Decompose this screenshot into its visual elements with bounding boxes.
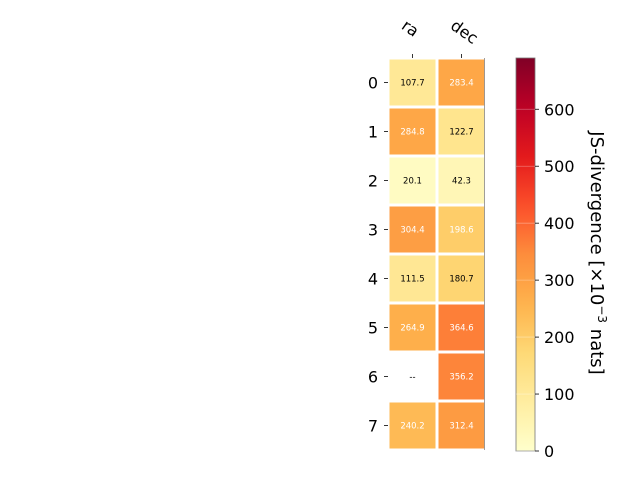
row-tick-label: 1: [368, 123, 378, 142]
heatmap-cell-label: 283.4: [449, 79, 473, 89]
colorbar-tick-label: 100: [544, 385, 575, 404]
colorbar-tick-label: 500: [544, 157, 575, 176]
heatmap-cell-label: 20.1: [403, 177, 422, 187]
colorbar: 0 100 200 300 400 500 600 JS-divergence [×10−3…: [515, 57, 609, 461]
heatmap-cell: [389, 402, 436, 449]
row-tick-labels: 0 1 2 3 4 5 6 7: [368, 74, 388, 436]
colorbar-tick-label: 200: [544, 328, 575, 347]
row-tick-label: 2: [368, 172, 378, 191]
row-tick-label: 6: [368, 368, 378, 387]
heatmap-cell: [389, 108, 436, 155]
heatmap-cell-label: 107.7: [400, 79, 424, 89]
colorbar-gradient: [515, 57, 536, 452]
heatmap-cell-label: 111.5: [400, 275, 424, 285]
heatmap-cell: [438, 108, 485, 155]
colorbar-tick-label: 600: [544, 100, 575, 119]
heatmap-cell: [438, 255, 485, 302]
heatmap-cell-label: 180.7: [449, 275, 473, 285]
colorbar-ticks: 0 100 200 300 400 500 600: [516, 100, 575, 461]
row-tick-label: 5: [368, 319, 378, 338]
heatmap-cell: [438, 353, 485, 400]
heatmap-cell: [438, 402, 485, 449]
heatmap-cell-label: 240.2: [400, 422, 424, 432]
heatmap-cell: [389, 304, 436, 351]
heatmap-cell: [389, 206, 436, 253]
heatmap-cell: [438, 304, 485, 351]
heatmap-cell: [389, 157, 436, 204]
heatmap-cell: [438, 157, 485, 204]
heatmap-cell: [389, 255, 436, 302]
column-tick-label: ra: [398, 16, 422, 41]
heatmap-cell: [389, 59, 436, 106]
column-tick-label: dec: [447, 16, 481, 48]
heatmap-cell-label: 42.3: [452, 177, 471, 187]
colorbar-label: JS-divergence [×10−3 nats]: [586, 130, 609, 374]
heatmap-cell-label: 304.4: [400, 226, 424, 236]
heatmap-cell-label: 284.8: [400, 128, 424, 138]
heatmap-cell-label: 364.6: [449, 324, 473, 334]
heatmap-cell-label: --: [409, 373, 415, 383]
colorbar-tick-label: 300: [544, 271, 575, 290]
row-tick-label: 4: [368, 270, 378, 289]
column-tick-labels: ra dec: [398, 16, 482, 58]
heatmap-cell-label: 356.2: [449, 373, 473, 383]
heatmap-cell: [438, 59, 485, 106]
heatmap-cell-label: 264.9: [400, 324, 424, 334]
colorbar-tick-label: 0: [544, 442, 554, 461]
heatmap-cells: 107.7 283.4 284.8 122.7 20.1 42.3 304.4 198.6 11…: [389, 59, 485, 449]
heatmap-cell-label: 198.6: [449, 226, 473, 236]
colorbar-tick-label: 400: [544, 214, 575, 233]
row-tick-label: 0: [368, 74, 378, 93]
row-tick-label: 7: [368, 417, 378, 436]
row-tick-label: 3: [368, 221, 378, 240]
heatmap-cell-label: 122.7: [449, 128, 473, 138]
heatmap-cell: [438, 206, 485, 253]
heatmap-cell-label: 312.4: [449, 422, 473, 432]
